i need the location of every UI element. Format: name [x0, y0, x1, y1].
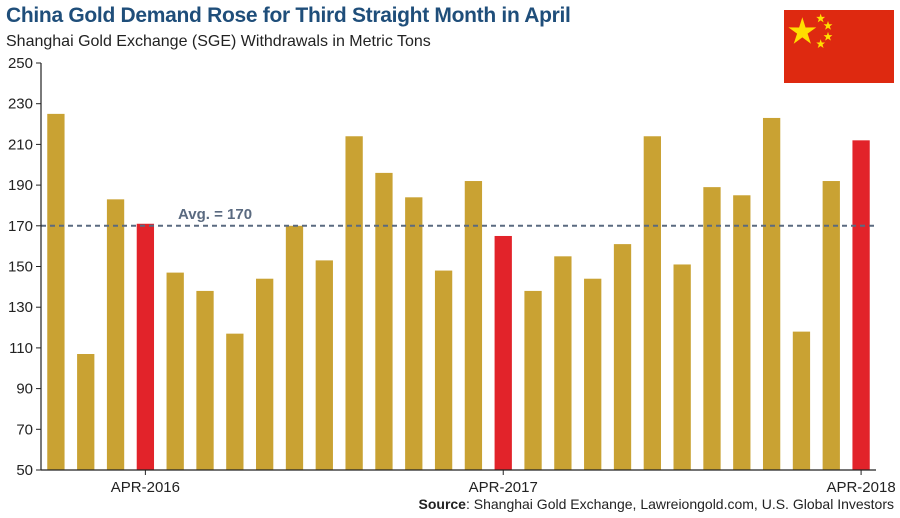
- china-flag-icon: [784, 10, 894, 83]
- bar: [643, 136, 661, 470]
- bar: [792, 331, 811, 470]
- source-label: Source: [418, 496, 466, 512]
- y-axis-ticks: 50 70 90 110 130 150 170 190 210 230 250: [8, 55, 41, 479]
- source-text: : Shanghai Gold Exchange, Lawreiongold.c…: [465, 496, 894, 512]
- bar: [703, 187, 721, 470]
- bar-highlight: [852, 140, 870, 470]
- y-tick-label: 230: [8, 96, 33, 113]
- y-tick-label: 130: [8, 299, 33, 316]
- flag-small-star-4: [816, 39, 826, 48]
- flag-small-star-1: [816, 13, 826, 23]
- bar: [554, 256, 572, 470]
- bar-highlight: [494, 235, 512, 470]
- bar: [524, 290, 542, 470]
- bar: [434, 270, 453, 470]
- y-tick-label: 110: [9, 340, 33, 357]
- x-axis-ticks: APR-2016 APR-2017 APR-2018: [111, 470, 896, 496]
- y-tick-label: 70: [16, 421, 33, 438]
- flag-large-star: [788, 17, 817, 44]
- bar: [613, 244, 632, 470]
- bar: [196, 290, 214, 470]
- bar-highlight: [136, 223, 155, 470]
- flag-small-star-3: [823, 31, 833, 41]
- y-tick-label: 170: [8, 218, 33, 235]
- bar: [77, 354, 95, 470]
- bar: [166, 272, 184, 470]
- y-tick-label: 50: [16, 462, 33, 479]
- x-tick-label: APR-2016: [111, 479, 180, 496]
- y-tick-label: 250: [8, 55, 33, 72]
- bar: [106, 199, 125, 470]
- bar: [345, 136, 363, 470]
- y-tick-label: 150: [8, 259, 33, 276]
- x-tick-label: APR-2017: [469, 479, 538, 496]
- bar: [584, 278, 602, 470]
- chart-subtitle: Shanghai Gold Exchange (SGE) Withdrawals…: [6, 33, 431, 50]
- chart-title: China Gold Demand Rose for Third Straigh…: [6, 4, 571, 27]
- average-line-group: Avg. = 170: [41, 206, 876, 227]
- y-tick-label: 210: [8, 136, 33, 153]
- bar: [464, 181, 483, 470]
- bars-group: [47, 113, 870, 470]
- bar: [226, 333, 244, 470]
- bar: [315, 260, 333, 470]
- flag-small-star-2: [823, 20, 833, 30]
- x-tick-label: APR-2018: [826, 479, 895, 496]
- bar: [47, 113, 65, 470]
- bar: [822, 181, 840, 470]
- y-tick-label: 190: [8, 177, 33, 194]
- bar: [762, 117, 781, 470]
- y-tick-label: 90: [16, 381, 33, 398]
- bar: [673, 264, 691, 470]
- average-label: Avg. = 170: [178, 206, 252, 223]
- bar: [733, 195, 751, 470]
- bar: [405, 197, 423, 470]
- bar: [375, 172, 393, 470]
- source-note: Source: Shanghai Gold Exchange, Lawreion…: [419, 496, 895, 512]
- bar: [285, 225, 304, 470]
- bar: [256, 278, 274, 470]
